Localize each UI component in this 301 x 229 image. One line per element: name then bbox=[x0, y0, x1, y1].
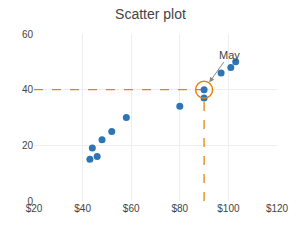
svg-text:May: May bbox=[219, 49, 240, 61]
svg-text:$100: $100 bbox=[217, 203, 240, 214]
svg-text:Scatter plot: Scatter plot bbox=[115, 6, 186, 22]
svg-text:$40: $40 bbox=[74, 203, 91, 214]
svg-text:$120: $120 bbox=[266, 203, 289, 214]
svg-text:20: 20 bbox=[22, 140, 34, 151]
svg-text:$60: $60 bbox=[123, 203, 140, 214]
svg-text:60: 60 bbox=[22, 29, 34, 40]
svg-text:40: 40 bbox=[22, 84, 34, 95]
svg-text:0: 0 bbox=[27, 196, 33, 207]
svg-text:$80: $80 bbox=[171, 203, 188, 214]
svg-text:$20: $20 bbox=[26, 203, 43, 214]
